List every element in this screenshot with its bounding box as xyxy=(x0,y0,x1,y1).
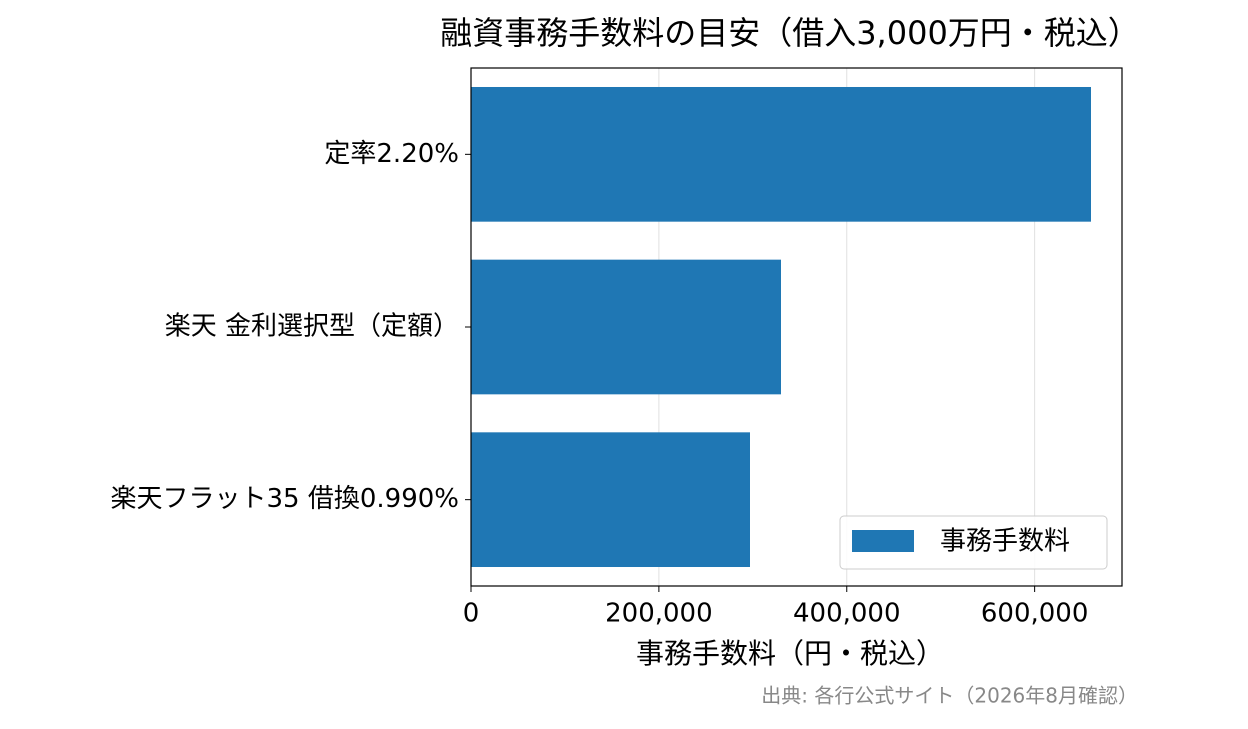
y-tick-label: 楽天 金利選択型（定額） xyxy=(165,312,459,342)
bar xyxy=(471,432,750,568)
chart-title: 融資事務手数料の目安（借入3,000万円・税込） xyxy=(440,14,1140,52)
x-tick-label: 0 xyxy=(463,599,480,629)
legend-swatch xyxy=(852,530,914,552)
x-tick-label: 400,000 xyxy=(793,599,901,629)
x-tick-label: 200,000 xyxy=(605,599,713,629)
bar xyxy=(471,259,781,395)
bar xyxy=(471,86,1091,222)
source-note: 出典: 各行公式サイト（2026年8月確認） xyxy=(761,684,1138,708)
x-tick-label: 600,000 xyxy=(981,599,1089,629)
plot-frame xyxy=(470,67,1123,587)
y-tick-label: 定率2.20% xyxy=(324,139,459,169)
legend-box xyxy=(839,515,1108,570)
y-tick-label: 楽天フラット35 借換0.990% xyxy=(111,484,460,514)
legend-label: 事務手数料 xyxy=(940,527,1070,557)
x-axis-label: 事務手数料（円・税込） xyxy=(636,637,944,670)
